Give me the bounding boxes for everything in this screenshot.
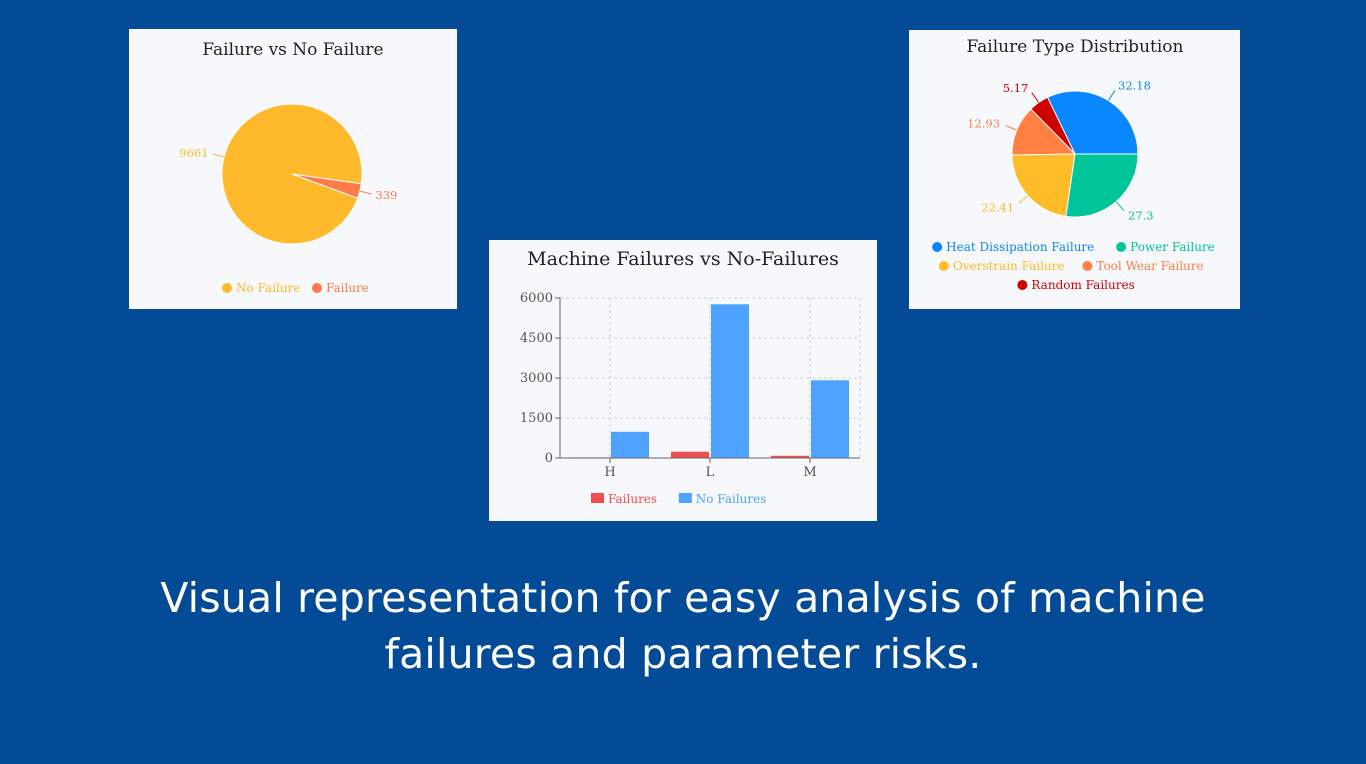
label-line-failure xyxy=(359,190,372,195)
y-tick-label: 1500 xyxy=(520,411,553,426)
legend-label: Failure xyxy=(326,281,369,295)
label-line-no-failure xyxy=(212,153,225,158)
legend-item-tool-wear-failure[interactable]: Tool Wear Failure xyxy=(1082,259,1204,273)
legend-marker xyxy=(312,283,322,293)
legend-marker xyxy=(938,261,949,271)
bar-chart: Machine Failures vs No-Failures 0 1500 300… xyxy=(520,248,861,506)
legend-label: Random Failures xyxy=(1031,278,1134,292)
legend-item-failures[interactable]: Failures xyxy=(591,492,657,506)
y-tick-label: 4500 xyxy=(520,331,553,346)
bar-no-failures-h[interactable] xyxy=(611,431,649,458)
bar-failures-m[interactable] xyxy=(771,455,809,458)
legend-label: Failures xyxy=(608,492,657,506)
legend-label: No Failure xyxy=(236,281,300,295)
pie-chart-failure: Failure vs No Failure 9661 339 No Failure… xyxy=(179,40,397,295)
data-label-no-failure: 9661 xyxy=(179,146,208,160)
legend-marker xyxy=(591,493,604,503)
legend-label: No Failures xyxy=(696,492,767,506)
pie-slice-overstrain-failure[interactable] xyxy=(1011,153,1076,217)
bar-no-failures-m[interactable] xyxy=(811,380,849,458)
legend-marker xyxy=(932,242,943,252)
legend-marker xyxy=(678,493,692,503)
caption-text: Visual representation for easy analysis … xyxy=(83,570,1283,682)
legend-item-overstrain-failure[interactable]: Overstrain Failure xyxy=(938,259,1065,273)
y-tick-label: 3000 xyxy=(520,371,553,386)
data-label-overstrain-failure: 22.41 xyxy=(981,201,1014,215)
label-line-random-failures xyxy=(1031,92,1040,103)
pie-chart-failure-types: Failure Type Distribution 32.18 5.17 12.93… xyxy=(932,37,1215,292)
label-line-power-failure xyxy=(1115,201,1125,212)
y-tick-label: 0 xyxy=(545,451,553,466)
machine-failures-bar-chart: Machine Failures vs No-Failures 0 1500 300… xyxy=(489,240,877,521)
failure-type-distribution-chart: Failure Type Distribution 32.18 5.17 12.93… xyxy=(909,30,1240,309)
label-line-tool-wear-failure xyxy=(1005,125,1017,131)
legend-label: Power Failure xyxy=(1130,240,1215,254)
caption-line-2: failures and parameter risks. xyxy=(384,630,982,678)
legend-label: Tool Wear Failure xyxy=(1096,259,1203,273)
x-tick-label: L xyxy=(706,465,715,480)
legend-marker xyxy=(222,283,232,293)
caption-line-1: Visual representation for easy analysis … xyxy=(160,574,1206,622)
data-label-heat-dissipation-failure: 32.18 xyxy=(1118,78,1151,92)
legend-label: Heat Dissipation Failure xyxy=(946,240,1094,254)
y-tick-label: 6000 xyxy=(520,291,553,306)
chart-title: Failure Type Distribution xyxy=(967,37,1184,57)
data-label-tool-wear-failure: 12.93 xyxy=(967,116,1000,130)
label-line-overstrain-failure xyxy=(1018,195,1029,204)
legend-item-no-failures[interactable]: No Failures xyxy=(678,492,767,506)
legend-marker xyxy=(1116,242,1127,252)
legend-label: Overstrain Failure xyxy=(953,259,1065,273)
legend-item-random-failures[interactable]: Random Failures xyxy=(1017,278,1135,292)
bar-no-failures-l[interactable] xyxy=(711,304,749,458)
bar-failures-l[interactable] xyxy=(671,451,709,458)
chart-title: Failure vs No Failure xyxy=(202,40,383,60)
x-tick-label: H xyxy=(604,465,615,480)
chart-title: Machine Failures vs No-Failures xyxy=(527,248,839,270)
data-label-failure: 339 xyxy=(375,188,397,202)
legend-item-no-failure[interactable]: No Failure xyxy=(222,281,300,295)
data-label-power-failure: 27.3 xyxy=(1128,208,1154,222)
failure-vs-no-failure-chart: Failure vs No Failure 9661 339 No Failure… xyxy=(129,29,457,309)
legend-item-failure[interactable]: Failure xyxy=(312,281,369,295)
legend-marker xyxy=(1017,280,1028,290)
data-label-random-failures: 5.17 xyxy=(1003,81,1029,95)
x-tick-label: M xyxy=(803,465,816,480)
label-line-heat-dissipation-failure xyxy=(1108,90,1116,101)
legend-item-heat-dissipation-failure[interactable]: Heat Dissipation Failure xyxy=(932,240,1094,254)
legend-marker xyxy=(1082,261,1093,271)
legend-item-power-failure[interactable]: Power Failure xyxy=(1116,240,1215,254)
pie-slice-power-failure[interactable] xyxy=(1065,153,1139,218)
